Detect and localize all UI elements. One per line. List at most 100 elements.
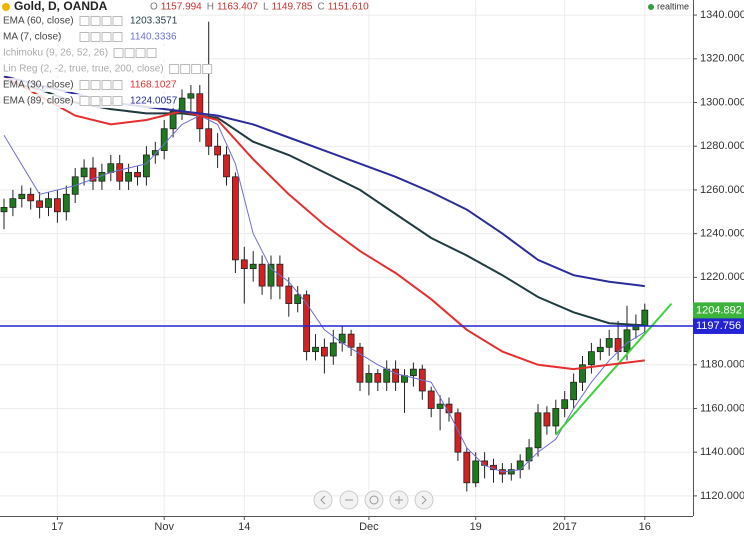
status-label: realtime [657, 1, 689, 11]
candle-body [454, 412, 462, 453]
legend-button[interactable] [79, 32, 90, 42]
candle-body [570, 381, 577, 401]
legend-button[interactable] [191, 64, 202, 74]
candle-body [312, 346, 319, 353]
axes: 1120.0001140.0001160.0001180.0001200.000… [51, 9, 744, 533]
candle-body [116, 163, 124, 182]
candle-body [107, 163, 115, 173]
legend-button[interactable] [180, 64, 191, 74]
price-label-bg [693, 317, 744, 334]
candle-body [231, 176, 239, 261]
legend-name: EMA (30, close) [3, 80, 74, 91]
candle-body [0, 207, 8, 213]
scroll-right-button[interactable] [414, 490, 434, 510]
readout-value: 1163.407 [217, 2, 258, 13]
legend-button[interactable] [101, 80, 112, 90]
indicator-line [3, 79, 645, 327]
candle-body [187, 93, 195, 99]
readout-value: 1157.994 [161, 2, 202, 13]
plot-area [0, 21, 693, 492]
candle-body [205, 128, 213, 147]
legend-bg [1, 30, 179, 44]
legend-button[interactable] [112, 32, 123, 42]
legend-button[interactable] [112, 16, 123, 26]
candle-body [223, 154, 230, 178]
legend-button[interactable] [146, 48, 157, 58]
legend-button[interactable] [90, 80, 101, 90]
candle-body [436, 403, 444, 409]
x-tick-label: Dec [359, 521, 379, 533]
readout-value: 1149.785 [272, 2, 313, 13]
legend-value: 1203.3571 [130, 16, 178, 27]
candle-body [18, 193, 26, 200]
candle-body [347, 333, 355, 348]
indicator-line [3, 75, 645, 371]
status-dot [648, 4, 654, 10]
legend-button[interactable] [90, 96, 101, 106]
icon [395, 496, 403, 504]
y-tick-label: 1140.000 [700, 446, 744, 458]
legend-button[interactable] [113, 48, 124, 58]
candle-body [249, 263, 257, 269]
legend-button[interactable] [79, 96, 90, 106]
y-tick-label: 1120.000 [700, 490, 744, 502]
legend-button[interactable] [112, 80, 123, 90]
y-tick-label: 1260.000 [700, 184, 744, 196]
candle-body [588, 351, 595, 366]
y-tick-label: 1340.000 [700, 9, 744, 21]
candle-body [543, 412, 551, 427]
candle-body [303, 294, 311, 353]
legend-button[interactable] [90, 16, 101, 26]
last-price-label: 1204.892 [696, 304, 742, 316]
candle-body [374, 373, 382, 383]
candle-body [534, 412, 542, 449]
candle-body [45, 198, 52, 208]
candle-body [178, 97, 186, 112]
legend-button[interactable] [90, 32, 101, 42]
icon [369, 495, 379, 505]
x-tick-label: 16 [639, 521, 651, 533]
candle-body [125, 172, 132, 182]
legend-button[interactable] [101, 16, 112, 26]
candle-body [294, 294, 302, 304]
candle-body [383, 368, 391, 383]
legend-button[interactable] [169, 64, 180, 74]
y-tick-label: 1220.000 [700, 271, 744, 283]
legend-button[interactable] [112, 96, 123, 106]
y-tick-label: 1280.000 [700, 140, 744, 152]
x-tick-label: 17 [51, 521, 63, 533]
candle-body [641, 309, 649, 326]
candle-body [596, 346, 604, 353]
indicator-line [3, 115, 646, 473]
chart-title: Gold, D, OANDA [14, 0, 108, 13]
legend-button[interactable] [101, 96, 112, 106]
x-tick-label: 19 [470, 521, 482, 533]
candle-body [427, 390, 435, 409]
legend-button[interactable] [124, 48, 135, 58]
readout-key: L [263, 2, 269, 13]
legend-button[interactable] [135, 48, 146, 58]
candle-body [62, 193, 70, 213]
legend-bg [1, 14, 179, 28]
legend-button[interactable] [79, 16, 90, 26]
candle-body [214, 145, 222, 156]
candle-body [134, 172, 141, 178]
candle-body [561, 399, 569, 409]
candle-body [89, 167, 97, 182]
icon [320, 495, 326, 505]
reset-button[interactable] [364, 490, 384, 510]
candle-body [552, 408, 560, 427]
legend-name: EMA (60, close) [3, 16, 74, 27]
legend-button[interactable] [202, 64, 213, 74]
scroll-left-button[interactable] [313, 490, 333, 510]
legend-button[interactable] [79, 80, 90, 90]
candle-body [160, 128, 168, 151]
candle-body [356, 346, 364, 383]
candle-body [151, 150, 159, 156]
y-tick-label: 1320.000 [700, 53, 744, 65]
legend-button[interactable] [101, 32, 112, 42]
legend-name: Lin Reg (2, -2, true, true, 200, close) [3, 64, 164, 75]
legend-name: Ichimoku (9, 26, 52, 26) [3, 48, 108, 59]
readout-key: H [207, 2, 214, 13]
candle-body [516, 460, 524, 471]
